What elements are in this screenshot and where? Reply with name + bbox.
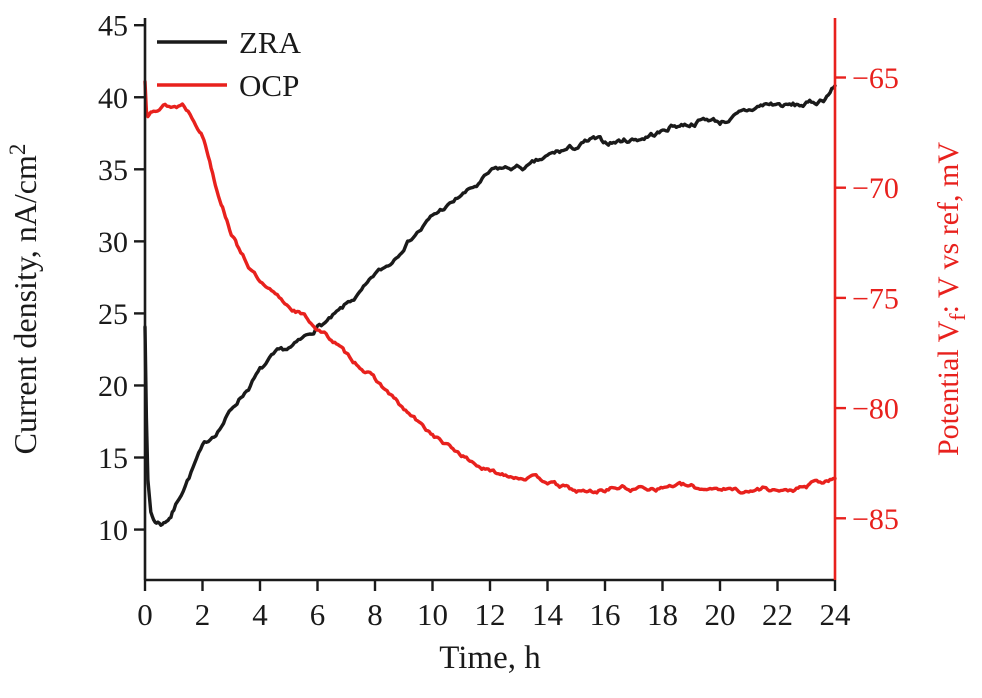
right-axis-title: Potential Vf: V vs ref, mV: [932, 142, 970, 456]
left-axis-tick-label: 25: [98, 298, 128, 331]
series-layer: [143, 80, 837, 527]
left-axis-tick-label: 30: [98, 226, 128, 259]
x-axis-tick-label: 16: [590, 597, 621, 632]
left-axis-tick-label: 40: [98, 82, 128, 115]
x-axis-tick-label: 20: [705, 597, 736, 632]
right-axis-tick-label: −80: [852, 393, 899, 426]
left-axis-tick-label: 15: [98, 442, 128, 475]
right-axis-tick-label: −85: [852, 503, 899, 536]
ocp-line: [143, 80, 837, 495]
x-axis-tick-label: 2: [195, 597, 211, 632]
left-axis-tick-label: 20: [98, 370, 128, 403]
x-axis-tick-label: 24: [820, 597, 852, 632]
legend: ZRA OCP: [157, 25, 302, 103]
right-axis-tick-label: −70: [852, 172, 899, 205]
x-axis-tick-label: 6: [310, 597, 326, 632]
zra-line: [143, 84, 837, 527]
x-axis-tick-label: 12: [475, 597, 506, 632]
x-axis-tick-label: 0: [137, 597, 153, 632]
right-axis-tick-label: −75: [852, 282, 899, 315]
x-axis-tick-label: 18: [647, 597, 678, 632]
x-axis-tick-label: 10: [417, 597, 448, 632]
x-axis-tick-label: 14: [532, 597, 564, 632]
x-axis-tick-label: 22: [762, 597, 793, 632]
x-axis-tick-label: 8: [367, 597, 383, 632]
left-axis-tick-label: 10: [98, 514, 128, 547]
x-axis-title: Time, h: [439, 640, 541, 676]
legend-label-zra: ZRA: [239, 25, 302, 60]
left-axis-title: Current density, nA/cm2: [5, 144, 43, 455]
legend-label-ocp: OCP: [239, 68, 299, 103]
x-axis-tick-label: 4: [252, 597, 268, 632]
right-axis-tick-label: −65: [852, 62, 899, 95]
left-axis-tick-label: 35: [98, 154, 128, 187]
left-axis-tick-label: 45: [98, 10, 128, 43]
